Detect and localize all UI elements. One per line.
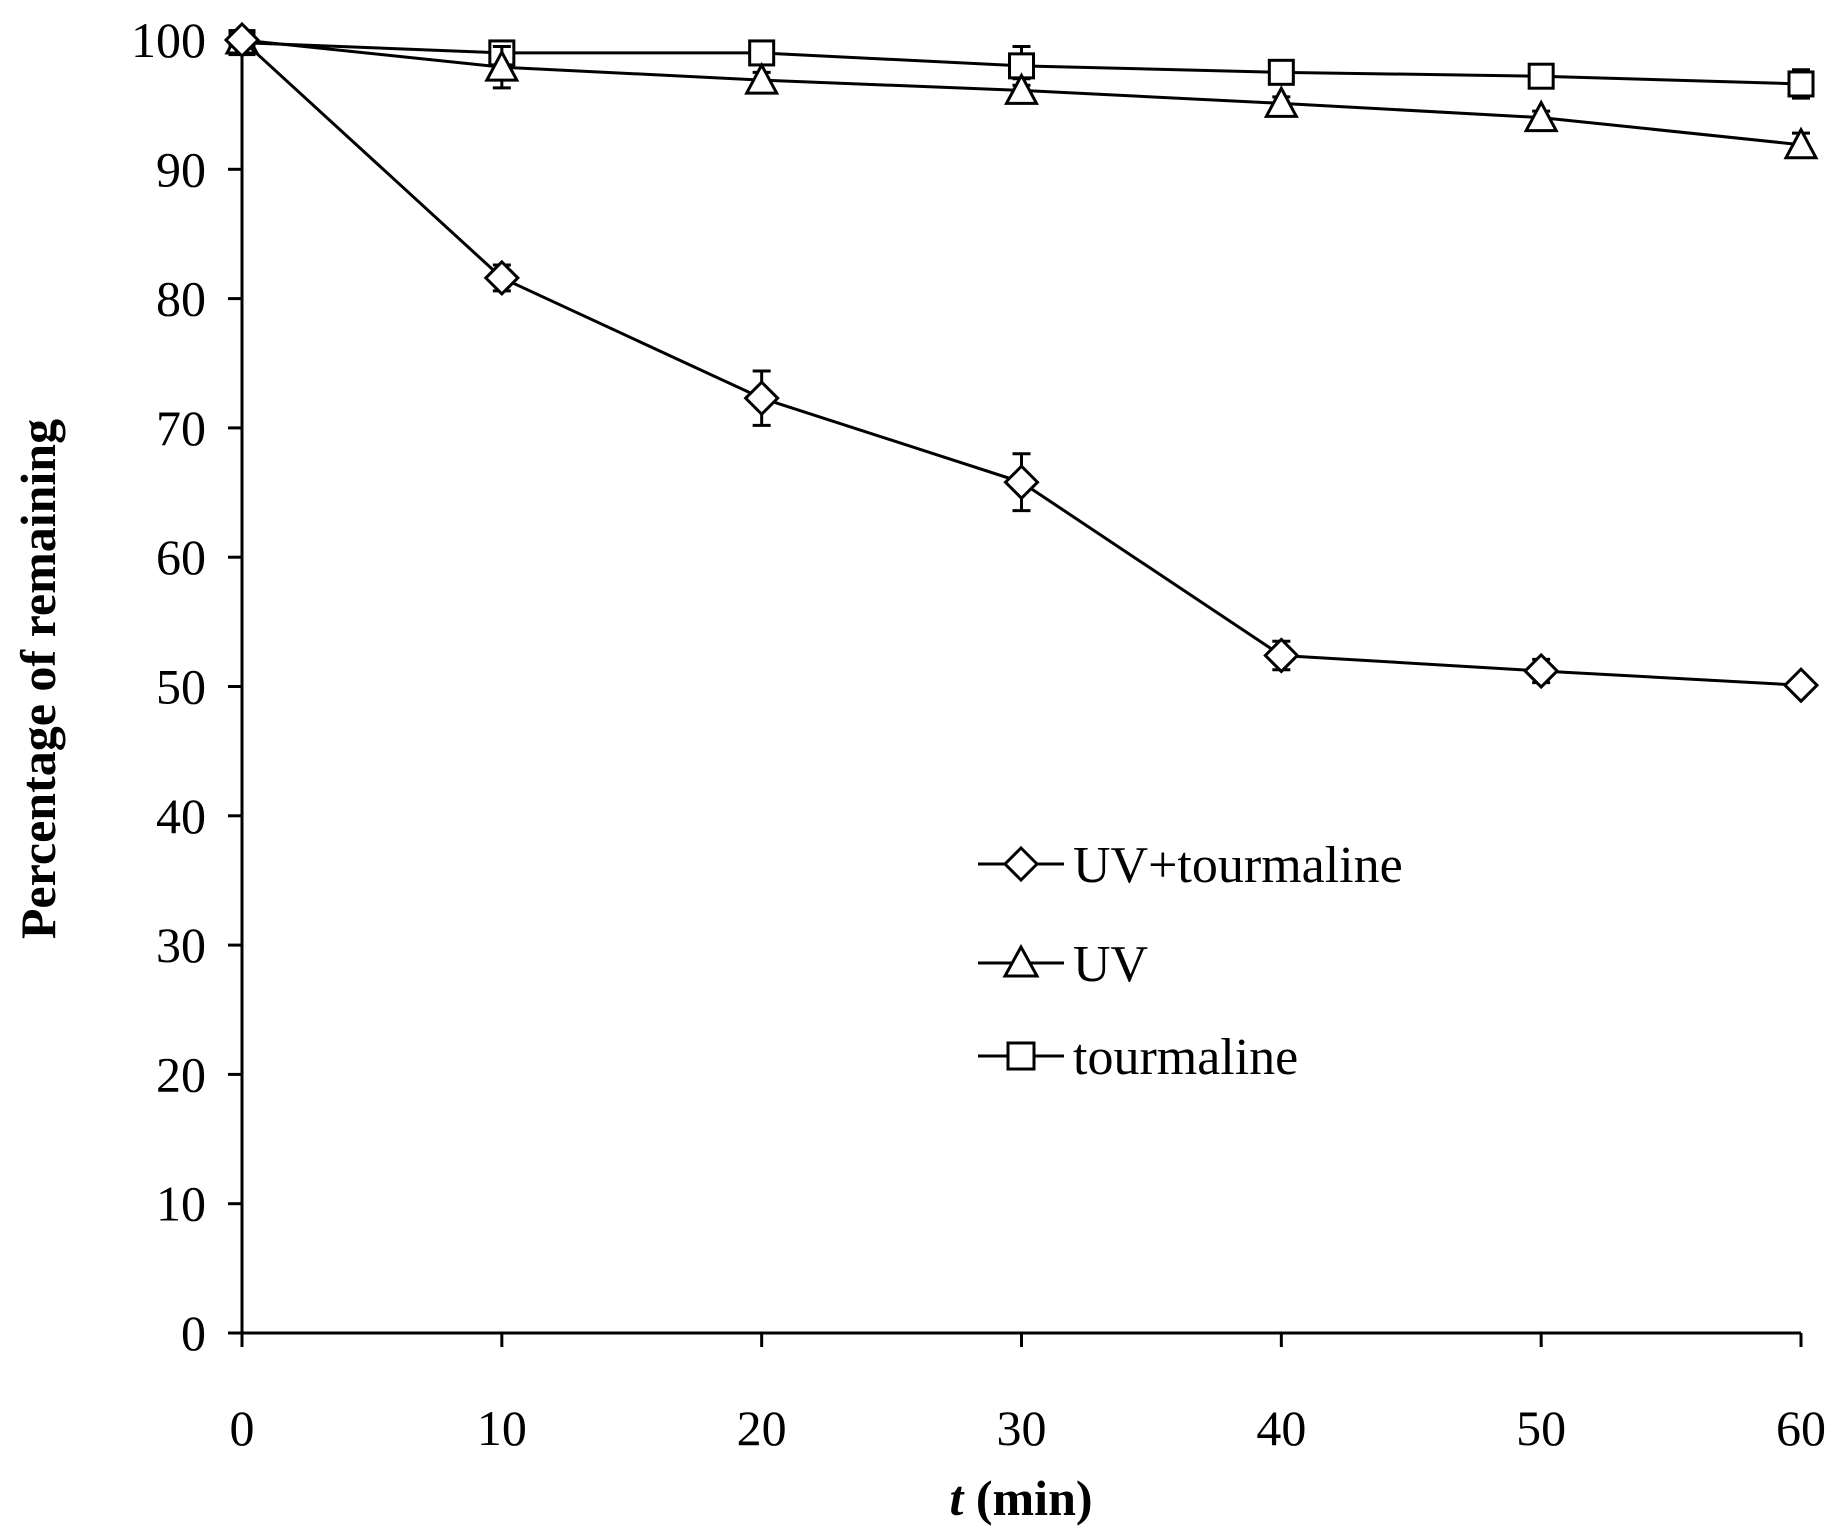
- y-tick-label: 30: [156, 917, 206, 973]
- data-point-diamond: [1523, 652, 1560, 690]
- y-tick-label: 50: [156, 659, 206, 715]
- data-point-diamond: [223, 21, 261, 59]
- y-tick-label: 60: [156, 529, 206, 585]
- legend-marker-diamond: [1002, 845, 1040, 883]
- data-point-triangle: [484, 48, 520, 82]
- x-axis-title: t (min): [949, 1470, 1092, 1526]
- x-tick-label: 60: [1776, 1400, 1826, 1456]
- data-point-diamond: [1263, 637, 1300, 674]
- y-axis-title: Percentage of remaining: [10, 419, 66, 939]
- data-point-diamond: [1782, 667, 1820, 704]
- y-ticks: 0 10 20 30 40 50 60 70 80 90 100: [131, 12, 242, 1361]
- legend: UV+tourmaline UV tourmaline: [978, 837, 1403, 1086]
- data-point-square: [1267, 58, 1295, 86]
- data-point-diamond: [743, 380, 780, 417]
- series-line-uv-tourmaline: [240, 38, 1802, 687]
- y-tick-label: 90: [156, 141, 206, 197]
- y-tick-label: 70: [156, 400, 206, 456]
- axes: [240, 40, 1801, 1335]
- legend-item-uv-tourmaline: UV+tourmaline: [978, 837, 1403, 894]
- y-tick-label: 20: [156, 1046, 206, 1102]
- x-tick-label: 50: [1516, 1400, 1566, 1456]
- legend-item-tourmaline: tourmaline: [978, 1029, 1298, 1086]
- y-tick-label: 80: [156, 271, 206, 327]
- legend-item-uv: UV: [978, 936, 1148, 993]
- legend-marker-triangle: [1002, 943, 1040, 978]
- data-point-diamond: [1003, 464, 1040, 501]
- legend-label-uv-tourmaline: UV+tourmaline: [1073, 837, 1403, 894]
- x-tick-label: 20: [737, 1400, 787, 1456]
- series-layer: [223, 21, 1820, 704]
- y-tick-label: 0: [181, 1305, 206, 1361]
- x-tick-label: 40: [1256, 1400, 1306, 1456]
- data-point-triangle: [1003, 72, 1040, 105]
- series-uv: [224, 21, 1819, 160]
- data-point-triangle: [1523, 99, 1559, 133]
- data-point-square: [1527, 62, 1555, 90]
- data-point-triangle: [1263, 85, 1299, 118]
- legend-label-uv: UV: [1073, 936, 1148, 993]
- y-tick-label: 40: [156, 788, 206, 844]
- y-tick-label: 10: [156, 1176, 206, 1232]
- y-tick-label: 100: [131, 12, 206, 68]
- data-point-triangle: [744, 61, 780, 95]
- x-axis-title-unit: (min): [963, 1470, 1092, 1526]
- x-tick-label: 0: [230, 1400, 255, 1456]
- x-ticks: 0 10 20 30 40 50 60: [230, 1333, 1826, 1456]
- data-point-triangle: [1783, 126, 1819, 160]
- data-point-square: [748, 39, 776, 67]
- data-point-square: [1787, 70, 1815, 98]
- x-tick-label: 30: [997, 1400, 1047, 1456]
- x-tick-label: 10: [477, 1400, 527, 1456]
- legend-label-tourmaline: tourmaline: [1073, 1029, 1298, 1086]
- legend-marker-square: [1006, 1041, 1036, 1071]
- x-axis-title-variable: t: [949, 1470, 965, 1526]
- data-point-diamond: [483, 259, 520, 297]
- series-uv-tourmaline: [223, 21, 1820, 704]
